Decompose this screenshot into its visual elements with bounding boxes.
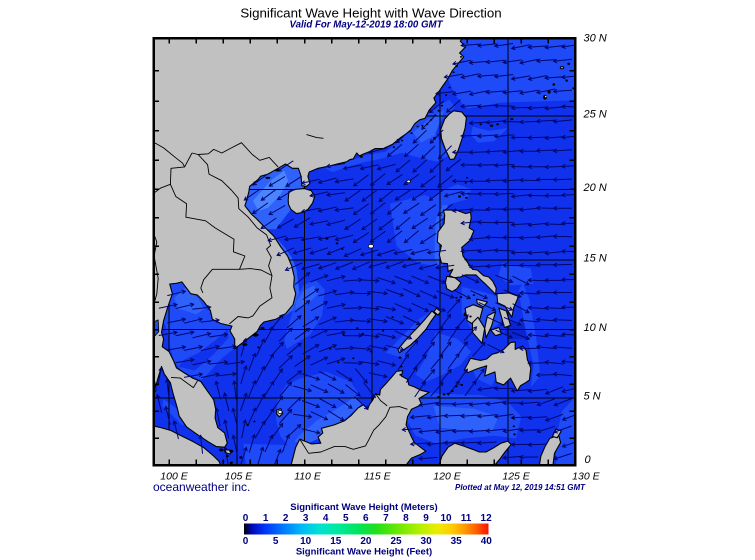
svg-text:25: 25 <box>390 536 402 547</box>
svg-text:4: 4 <box>323 513 329 524</box>
svg-text:10: 10 <box>300 536 312 547</box>
svg-text:7: 7 <box>383 513 389 524</box>
svg-text:125 E: 125 E <box>502 471 530 483</box>
svg-text:8: 8 <box>403 513 409 524</box>
svg-text:5 N: 5 N <box>584 390 601 402</box>
svg-text:110 E: 110 E <box>294 471 322 483</box>
svg-text:Significant Wave Height (Meter: Significant Wave Height (Meters) <box>290 502 437 513</box>
svg-text:11: 11 <box>461 513 472 524</box>
svg-text:20 N: 20 N <box>583 182 607 194</box>
svg-text:30 N: 30 N <box>584 32 607 44</box>
svg-text:40: 40 <box>481 536 493 547</box>
svg-text:12: 12 <box>481 513 493 524</box>
svg-text:15: 15 <box>330 536 342 547</box>
svg-text:5: 5 <box>273 536 279 547</box>
svg-text:20: 20 <box>360 536 372 547</box>
svg-text:15 N: 15 N <box>584 253 607 265</box>
svg-text:0: 0 <box>243 513 249 524</box>
svg-text:100 E: 100 E <box>160 471 188 483</box>
svg-text:2: 2 <box>283 513 289 524</box>
svg-text:Significant Wave Height (Feet): Significant Wave Height (Feet) <box>296 547 432 558</box>
svg-text:0: 0 <box>243 536 249 547</box>
svg-text:10: 10 <box>440 513 452 524</box>
svg-text:oceanweather inc.: oceanweather inc. <box>153 480 250 494</box>
svg-text:9: 9 <box>423 513 429 524</box>
svg-text:105 E: 105 E <box>225 471 253 483</box>
svg-text:115 E: 115 E <box>364 471 392 483</box>
svg-text:Significant Wave Height with W: Significant Wave Height with Wave Direct… <box>240 6 501 21</box>
svg-text:0: 0 <box>585 454 592 466</box>
svg-text:Plotted at May 12, 2019 14:51: Plotted at May 12, 2019 14:51 GMT <box>455 482 586 492</box>
svg-text:30: 30 <box>421 536 433 547</box>
svg-text:Valid For May-12-2019 18:00 GM: Valid For May-12-2019 18:00 GMT <box>290 19 444 31</box>
svg-text:130 E: 130 E <box>572 471 600 483</box>
svg-text:3: 3 <box>303 513 309 524</box>
svg-text:25 N: 25 N <box>583 109 607 121</box>
svg-text:120 E: 120 E <box>433 471 461 483</box>
svg-text:5: 5 <box>343 513 349 524</box>
svg-text:6: 6 <box>363 513 369 524</box>
svg-text:35: 35 <box>451 536 463 547</box>
svg-text:10 N: 10 N <box>584 322 607 334</box>
svg-text:1: 1 <box>263 513 269 524</box>
